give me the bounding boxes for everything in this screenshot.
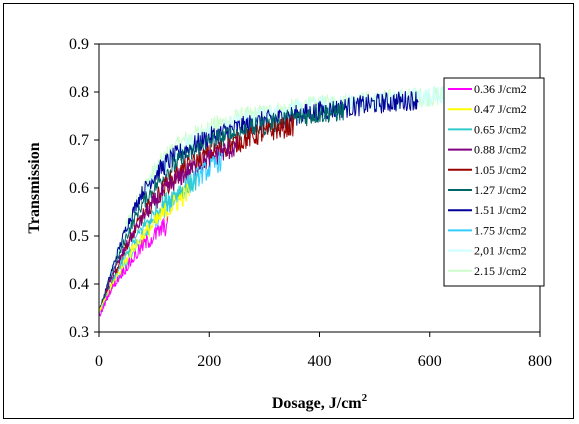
- series-line: [98, 114, 295, 313]
- x-tick-label: 400: [308, 353, 332, 370]
- legend-label: 1.51 J/cm2: [474, 203, 527, 217]
- series-line: [98, 183, 191, 313]
- x-axis-title: Dosage, J/cm2: [272, 392, 368, 412]
- axes-layer: 0.3 0.4 0.5 0.6 0.7 0.8 0.9 0 200 400 600 800: [69, 36, 552, 370]
- series-line: [98, 171, 199, 313]
- legend-label: 0.36 J/cm2: [474, 82, 527, 96]
- legend-label: 2,01 J/cm2: [474, 244, 527, 258]
- y-axis-title: Transmission: [26, 142, 43, 233]
- y-tick-label: 0.7: [69, 132, 89, 149]
- legend-label: 0.88 J/cm2: [474, 143, 527, 157]
- y-tick-label: 0.8: [69, 84, 89, 101]
- legend-label: 0.65 J/cm2: [474, 122, 527, 136]
- series-line: [98, 137, 238, 314]
- x-tick-label: 200: [197, 353, 221, 370]
- y-tick-label: 0.4: [69, 276, 89, 293]
- x-tick-label: 0: [95, 353, 103, 370]
- y-tick-label: 0.3: [69, 324, 89, 341]
- x-tick-label: 600: [418, 353, 442, 370]
- y-tick-label: 0.5: [69, 228, 89, 245]
- x-axis-title-text: Dosage, J/cm: [272, 395, 362, 412]
- series-line: [98, 91, 419, 313]
- legend-label: 2.15 J/cm2: [474, 264, 527, 278]
- legend-label: 1.75 J/cm2: [474, 223, 527, 237]
- y-tick-label: 0.9: [69, 36, 89, 53]
- legend-label: 1.27 J/cm2: [474, 183, 527, 197]
- y-tick-label: 0.6: [69, 180, 89, 197]
- legend: 0.36 J/cm2 0.47 J/cm2 0.65 J/cm2 0.88 J/cm2…: [443, 77, 545, 287]
- legend-label: 0.47 J/cm2: [474, 102, 527, 116]
- x-axis-title-superscript: 2: [362, 392, 368, 404]
- legend-label: 1.05 J/cm2: [474, 163, 527, 177]
- series-line: [98, 101, 345, 315]
- series-layer: [98, 81, 496, 317]
- series-line: [98, 216, 169, 317]
- x-tick-label: 800: [528, 353, 552, 370]
